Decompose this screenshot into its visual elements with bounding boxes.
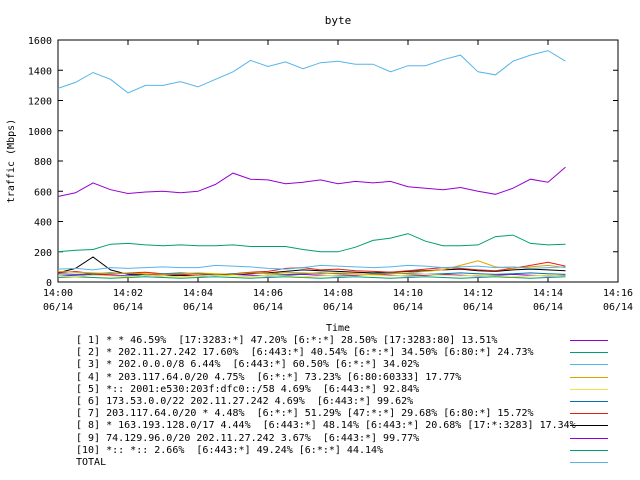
legend-label: [ 1] * * 46.59% [17:3283:*] 47.20% [6:*:… bbox=[76, 335, 498, 346]
y-tick-label: 200 bbox=[34, 248, 52, 259]
x-axis-ticks: 14:00 06/14 14:02 06/14 14:04 06/14 14:06 06/14… bbox=[43, 40, 633, 313]
legend-swatch bbox=[570, 388, 608, 390]
series-line-3 bbox=[57, 264, 566, 271]
y-tick-label: 1200 bbox=[28, 97, 52, 108]
legend-item: [ 3] * 202.0.0.0/8 6.44% [6:443:*] 60.50… bbox=[76, 358, 636, 371]
legend-swatch bbox=[570, 401, 608, 402]
legend-label: [ 5] *:: 2001:e530:203f:dfc0::/58 4.69% … bbox=[76, 383, 420, 395]
legend-item: [ 2] * 202.11.27.242 17.60% [6:443:*] 40… bbox=[76, 346, 636, 359]
x-tick-time-label: 14:16 bbox=[603, 288, 633, 299]
x-tick-time-label: 14:02 bbox=[113, 288, 143, 299]
legend-item: [10] *:: *:: 2.66% [6:443:*] 49.24% [6:*… bbox=[76, 444, 636, 457]
x-tick-time-label: 14:10 bbox=[393, 288, 423, 299]
x-tick-time-label: 14:14 bbox=[533, 288, 563, 299]
y-axis-ticks: 0 200 400 600 800 1000 1200 1400 1600 bbox=[28, 36, 618, 289]
series-line-1 bbox=[57, 166, 566, 197]
y-tick-label: 1600 bbox=[28, 36, 52, 47]
y-tick-label: 600 bbox=[34, 187, 52, 198]
x-tick-date-label: 06/14 bbox=[113, 302, 143, 313]
y-tick-label: 0 bbox=[46, 278, 52, 289]
legend-label: [ 4] * 203.117.64.0/20 4.75% [6:*:*] 73.… bbox=[76, 371, 462, 383]
series-line-7 bbox=[57, 261, 566, 276]
series-line-2 bbox=[57, 233, 566, 253]
legend-swatch bbox=[570, 462, 608, 463]
legend-label: [ 8] * 163.193.128.0/17 4.44% [6:443:*] … bbox=[76, 420, 576, 432]
series-lines bbox=[57, 50, 566, 279]
legend-item: [ 1] * * 46.59% [17:3283:*] 47.20% [6:*:… bbox=[76, 334, 636, 347]
x-tick-time-label: 14:08 bbox=[323, 288, 353, 299]
legend-item: [ 5] *:: 2001:e530:203f:dfc0::/58 4.69% … bbox=[76, 383, 636, 396]
plot-area-frame bbox=[57, 39, 619, 283]
chart-title: byte bbox=[325, 14, 352, 27]
legend-swatch bbox=[570, 376, 608, 378]
legend-swatch bbox=[570, 340, 608, 341]
legend-swatch bbox=[570, 437, 608, 439]
x-tick-date-label: 06/14 bbox=[323, 302, 353, 313]
legend-label: TOTAL bbox=[76, 457, 107, 468]
x-tick-date-label: 06/14 bbox=[463, 302, 493, 313]
legend-label: [ 6] 173.53.0.0/22 202.11.27.242 4.69% [… bbox=[76, 396, 414, 407]
legend-swatch bbox=[570, 413, 608, 415]
x-tick-time-label: 14:00 bbox=[43, 288, 73, 299]
legend-swatch bbox=[570, 425, 608, 427]
y-tick-label: 1400 bbox=[28, 66, 52, 77]
legend-label: [ 7] 203.117.64.0/20 * 4.48% [6:*:*] 51.… bbox=[76, 408, 534, 420]
x-tick-date-label: 06/14 bbox=[253, 302, 283, 313]
y-tick-label: 800 bbox=[34, 157, 52, 168]
legend-item: TOTAL bbox=[76, 456, 636, 469]
legend-item: [ 6] 173.53.0.0/22 202.11.27.242 4.69% [… bbox=[76, 395, 636, 408]
x-tick-date-label: 06/14 bbox=[183, 302, 213, 313]
legend-item: [ 4] * 203.117.64.0/20 4.75% [6:*:*] 73.… bbox=[76, 371, 636, 384]
x-tick-time-label: 14:04 bbox=[183, 288, 213, 299]
x-tick-time-label: 14:06 bbox=[253, 288, 283, 299]
x-tick-date-label: 06/14 bbox=[533, 302, 563, 313]
legend-label: [ 2] * 202.11.27.242 17.60% [6:443:*] 40… bbox=[76, 347, 534, 359]
x-tick-time-label: 14:12 bbox=[463, 288, 493, 299]
series-line-4 bbox=[57, 260, 566, 275]
series-line-10 bbox=[57, 276, 566, 279]
legend-item: [ 7] 203.117.64.0/20 * 4.48% [6:*:*] 51.… bbox=[76, 407, 636, 420]
series-line-11 bbox=[57, 50, 566, 94]
x-tick-date-label: 06/14 bbox=[603, 302, 633, 313]
legend-label: [ 3] * 202.0.0.0/8 6.44% [6:443:*] 60.50… bbox=[76, 359, 420, 371]
legend-swatch bbox=[570, 352, 608, 354]
x-axis-label: Time bbox=[326, 323, 350, 334]
x-tick-date-label: 06/14 bbox=[43, 302, 73, 313]
legend-item: [ 9] 74.129.96.0/20 202.11.27.242 3.67% … bbox=[76, 432, 636, 445]
legend-label: [ 9] 74.129.96.0/20 202.11.27.242 3.67% … bbox=[76, 432, 420, 444]
legend-item: [ 8] * 163.193.128.0/17 4.44% [6:443:*] … bbox=[76, 419, 636, 432]
x-tick-date-label: 06/14 bbox=[393, 302, 423, 313]
legend-swatch bbox=[570, 449, 608, 451]
y-axis-label: traffic (Mbps) bbox=[6, 119, 17, 203]
legend-label: [10] *:: *:: 2.66% [6:443:*] 49.24% [6:*… bbox=[76, 444, 384, 456]
series-line-5 bbox=[57, 273, 566, 278]
y-tick-label: 400 bbox=[34, 218, 52, 229]
legend-swatch bbox=[570, 364, 608, 366]
y-tick-label: 1000 bbox=[28, 127, 52, 138]
